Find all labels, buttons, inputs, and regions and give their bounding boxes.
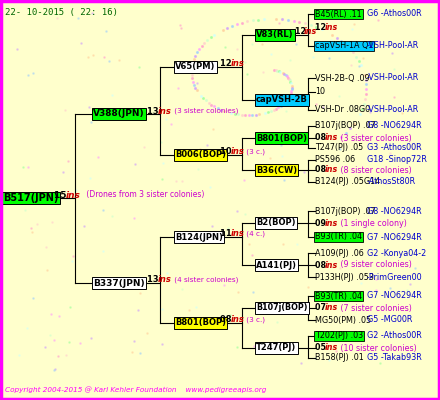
Text: ins: ins	[325, 344, 338, 352]
Text: A141(PJ): A141(PJ)	[256, 260, 297, 270]
Text: (3 sister colonies): (3 sister colonies)	[172, 108, 238, 114]
Text: G8 -NO6294R: G8 -NO6294R	[367, 206, 422, 216]
Text: ins: ins	[304, 28, 317, 36]
Text: P133H(PJ) .053: P133H(PJ) .053	[315, 272, 374, 282]
Text: -VSH-Pool-AR: -VSH-Pool-AR	[367, 106, 419, 114]
Text: 05: 05	[315, 344, 329, 352]
Text: B124(JPN): B124(JPN)	[175, 232, 223, 242]
Text: B2(BOP): B2(BOP)	[256, 218, 296, 228]
Text: B517(JPN): B517(JPN)	[3, 193, 59, 203]
Text: V65(PM): V65(PM)	[175, 62, 215, 72]
Text: B801(BOP): B801(BOP)	[175, 318, 226, 328]
Text: B801(BOP): B801(BOP)	[256, 134, 307, 142]
Text: ins: ins	[66, 190, 81, 200]
Text: -VSH-Pool-AR: -VSH-Pool-AR	[367, 42, 419, 50]
Text: 22- 10-2015 ( 22: 16): 22- 10-2015 ( 22: 16)	[5, 8, 118, 17]
Text: (10 sister colonies): (10 sister colonies)	[338, 344, 417, 352]
Text: G7 -NO6294R: G7 -NO6294R	[367, 232, 422, 242]
Text: 11: 11	[220, 230, 235, 238]
Text: ins: ins	[231, 316, 245, 324]
Text: ins: ins	[158, 106, 172, 116]
Text: 10: 10	[220, 148, 235, 156]
Text: B107j(BOP) .07: B107j(BOP) .07	[315, 122, 376, 130]
Text: G18 -Sinop72R: G18 -Sinop72R	[367, 156, 427, 164]
Text: G8 -NO6294R: G8 -NO6294R	[367, 122, 422, 130]
Text: (8 sister colonies): (8 sister colonies)	[338, 166, 412, 174]
Text: T247(PJ) .05: T247(PJ) .05	[315, 144, 363, 152]
Text: VSH-Dr .08G0: VSH-Dr .08G0	[315, 106, 370, 114]
Text: B45(RL) .11: B45(RL) .11	[315, 10, 362, 18]
Text: B107j(BOP): B107j(BOP)	[256, 304, 308, 312]
Text: -PrimGreen00: -PrimGreen00	[367, 272, 423, 282]
Text: ins: ins	[325, 24, 338, 32]
Text: 08: 08	[315, 166, 329, 174]
Text: B107j(BOP) .07: B107j(BOP) .07	[315, 206, 376, 216]
Text: Copyright 2004-2015 @ Karl Kehler Foundation    www.pedigreeapis.org: Copyright 2004-2015 @ Karl Kehler Founda…	[5, 386, 266, 393]
Text: T202(PJ) .03: T202(PJ) .03	[315, 332, 363, 340]
Text: (3 c.): (3 c.)	[244, 149, 265, 155]
Text: B337(JPN): B337(JPN)	[93, 278, 145, 288]
Text: V388(JPN): V388(JPN)	[93, 110, 145, 118]
Text: G3 -Athos00R: G3 -Athos00R	[367, 144, 422, 152]
Text: (9 sister colonies): (9 sister colonies)	[338, 260, 412, 270]
Text: ins: ins	[158, 276, 172, 284]
Text: PS596 .06: PS596 .06	[315, 156, 355, 164]
Text: 10: 10	[315, 88, 325, 96]
Text: (3 c.): (3 c.)	[244, 317, 265, 323]
Text: 12: 12	[220, 60, 235, 68]
Text: T247(PJ): T247(PJ)	[256, 344, 296, 352]
Text: ins: ins	[325, 166, 338, 174]
Text: G5 -MG00R: G5 -MG00R	[367, 316, 412, 324]
Text: 08: 08	[315, 260, 329, 270]
Text: 12: 12	[315, 24, 329, 32]
Text: ins: ins	[325, 304, 338, 312]
Text: (3 sister colonies): (3 sister colonies)	[338, 134, 412, 142]
Text: (4 sister colonies): (4 sister colonies)	[172, 277, 238, 283]
Text: 12: 12	[295, 28, 309, 36]
Text: 07: 07	[315, 304, 329, 312]
Text: G7 -NO6294R: G7 -NO6294R	[367, 292, 422, 300]
Text: (4 c.): (4 c.)	[244, 231, 265, 237]
Text: -AthosSt80R: -AthosSt80R	[367, 178, 416, 186]
Text: 08: 08	[315, 134, 329, 142]
Text: 09: 09	[315, 218, 329, 228]
Text: (1 single colony): (1 single colony)	[338, 218, 407, 228]
Text: VSH-2B-Q .09: VSH-2B-Q .09	[315, 74, 370, 82]
Text: ins: ins	[325, 218, 338, 228]
Text: B93(TR) .04: B93(TR) .04	[315, 232, 362, 242]
Text: ins: ins	[231, 148, 245, 156]
Text: G5 -Takab93R: G5 -Takab93R	[367, 354, 422, 362]
Text: B124(PJ) .05G14: B124(PJ) .05G14	[315, 178, 380, 186]
Text: capVSH-2B: capVSH-2B	[256, 96, 308, 104]
Text: capVSH-1A Q1: capVSH-1A Q1	[315, 42, 374, 50]
Text: 13: 13	[147, 106, 161, 116]
Text: 13: 13	[147, 276, 161, 284]
Text: ins: ins	[231, 230, 245, 238]
Text: ins: ins	[325, 260, 338, 270]
Text: G6 -Athos00R: G6 -Athos00R	[367, 10, 422, 18]
Text: B93(TR) .04: B93(TR) .04	[315, 292, 362, 300]
Text: B36(CW): B36(CW)	[256, 166, 297, 174]
Text: B006(BOP): B006(BOP)	[175, 150, 226, 160]
Text: ins: ins	[231, 60, 245, 68]
Text: 15: 15	[54, 190, 70, 200]
Text: A109(PJ) .06: A109(PJ) .06	[315, 248, 364, 258]
Text: V83(RL): V83(RL)	[256, 30, 293, 40]
Text: ins: ins	[325, 134, 338, 142]
Text: -VSH-Pool-AR: -VSH-Pool-AR	[367, 74, 419, 82]
Text: 08: 08	[220, 316, 235, 324]
Text: G2 -Athos00R: G2 -Athos00R	[367, 332, 422, 340]
Text: MG50(PM) .05: MG50(PM) .05	[315, 316, 371, 324]
Text: B158(PJ) .01: B158(PJ) .01	[315, 354, 364, 362]
Text: G2 -Konya04-2: G2 -Konya04-2	[367, 248, 426, 258]
Text: (Drones from 3 sister colonies): (Drones from 3 sister colonies)	[84, 190, 204, 200]
Text: (7 sister colonies): (7 sister colonies)	[338, 304, 412, 312]
